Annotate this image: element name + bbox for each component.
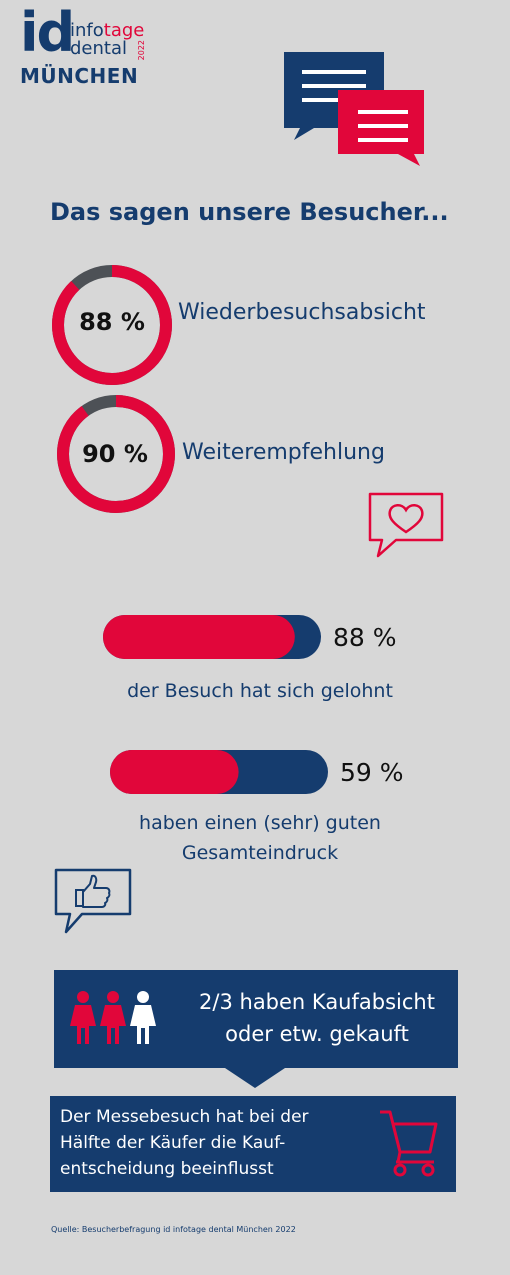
ring-label-1: Wiederbesuchsabsicht: [178, 300, 426, 325]
ring-chart-2: [57, 395, 175, 513]
ring-label-2: Weiterempfehlung: [182, 440, 385, 465]
logo-id: id: [20, 1, 75, 64]
logo-year: 2022: [137, 40, 146, 61]
banner-line1: 2/3 haben Kaufabsicht: [199, 990, 435, 1014]
headline: Das sagen unsere Besucher...: [50, 198, 449, 226]
influence-line1: Der Messebesuch hat bei der: [60, 1107, 309, 1127]
influence-line2: Hälfte der Käufer die Kauf-: [60, 1133, 286, 1153]
ring-chart-1: [52, 265, 172, 385]
thumbs-up-speech-icon: [54, 868, 132, 934]
bar-label-1: der Besuch hat sich gelohnt: [127, 680, 393, 702]
influence-line3: entscheidung beeinflusst: [60, 1159, 274, 1179]
influence-text: Der Messebesuch hat bei der Hälfte der K…: [60, 1104, 360, 1182]
heart-speech-icon: [368, 492, 444, 558]
progress-fill: [110, 750, 239, 794]
logo-info-part: info: [70, 20, 104, 41]
banner-pointer: [222, 1066, 288, 1088]
logo-dental: dental: [70, 38, 127, 59]
speech-bubbles-icon: [284, 52, 424, 166]
progress-bar-1: [103, 615, 321, 659]
bar-value-1: 88 %: [333, 623, 397, 652]
shopping-cart-icon: [380, 1110, 438, 1177]
bar-label-2-line1: haben einen (sehr) guten: [139, 812, 381, 834]
ring-arc: [52, 265, 172, 385]
source-note: Quelle: Besucherbefragung id infotage de…: [51, 1225, 296, 1234]
logo-tage-part: tage: [103, 20, 145, 41]
people-icon: [70, 991, 156, 1044]
banner-text: 2/3 haben Kaufabsicht oder etw. gekauft: [172, 986, 462, 1050]
bar-value-2: 59 %: [340, 758, 404, 787]
logo-city: MÜNCHEN: [20, 64, 139, 88]
logo-infotage: infotage: [70, 22, 144, 40]
ring-value-2: 90 %: [82, 440, 148, 468]
banner-line2: oder etw. gekauft: [225, 1022, 409, 1046]
bar-label-2-line2: Gesamteindruck: [181, 842, 339, 864]
progress-bar-2: [110, 750, 328, 794]
progress-fill: [103, 615, 295, 659]
ring-arc: [57, 395, 175, 513]
ring-value-1: 88 %: [79, 308, 145, 336]
